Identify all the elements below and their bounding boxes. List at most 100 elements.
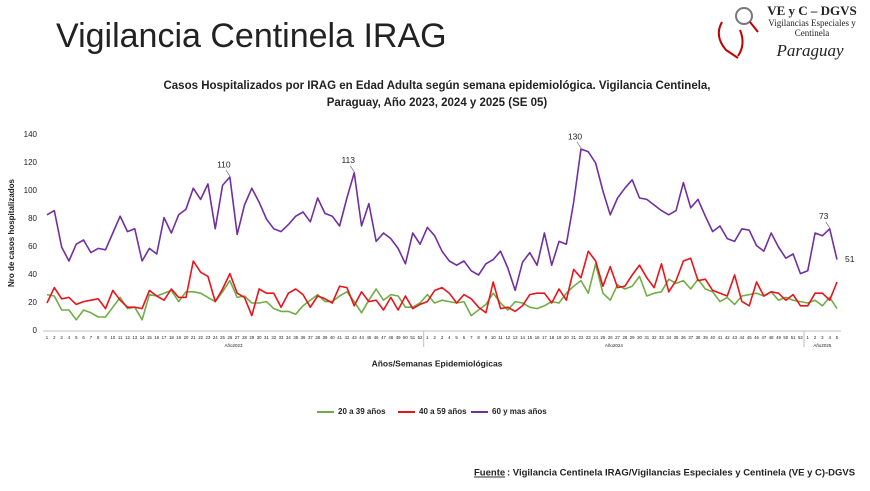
x-tick-label: 35 — [293, 335, 298, 340]
x-tick-label: 13 — [513, 335, 518, 340]
x-tick-label: 5 — [455, 335, 458, 340]
x-tick-label: 28 — [242, 335, 247, 340]
x-tick-label: 22 — [198, 335, 203, 340]
x-tick-label: 17 — [542, 335, 547, 340]
data-label: 110 — [217, 159, 231, 169]
x-tick-label: 34 — [666, 335, 671, 340]
logo-title: VE y C – DGVS — [767, 3, 857, 18]
x-tick-label: 49 — [396, 335, 401, 340]
x-tick-label: 26 — [227, 335, 232, 340]
x-tick-label: 52 — [798, 335, 803, 340]
x-tick-label: 4 — [68, 335, 71, 340]
x-tick-label: 19 — [176, 335, 181, 340]
y-tick-label: 20 — [28, 298, 37, 307]
x-tick-label: 16 — [535, 335, 540, 340]
x-tick-label: 24 — [593, 335, 598, 340]
label-leader — [225, 169, 231, 177]
x-tick-label: 44 — [740, 335, 745, 340]
x-tick-label: 52 — [418, 335, 423, 340]
x-tick-label: 18 — [169, 335, 174, 340]
y-tick-label: 40 — [28, 270, 37, 279]
x-tick-label: 15 — [147, 335, 152, 340]
x-tick-label: 47 — [761, 335, 766, 340]
x-tick-label: 37 — [308, 335, 313, 340]
logo-line: Centinela — [795, 28, 830, 38]
x-tick-label: 21 — [571, 335, 576, 340]
x-tick-label: 18 — [549, 335, 554, 340]
x-tick-label: 48 — [769, 335, 774, 340]
logo-line: Vigilancias Especiales y — [768, 18, 856, 28]
x-tick-label: 31 — [264, 335, 269, 340]
x-tick-label: 27 — [615, 335, 620, 340]
x-tick-label: 44 — [359, 335, 364, 340]
x-tick-label: 29 — [249, 335, 254, 340]
x-tick-label: 15 — [527, 335, 532, 340]
x-tick-label: 28 — [622, 335, 627, 340]
source-label: Fuente — [474, 468, 505, 479]
x-group-label: Año2025 — [813, 343, 832, 348]
x-tick-label: 49 — [776, 335, 781, 340]
data-label: 73 — [819, 211, 829, 221]
x-tick-label: 48 — [388, 335, 393, 340]
x-tick-label: 21 — [191, 335, 196, 340]
x-tick-label: 39 — [323, 335, 328, 340]
x-tick-label: 38 — [315, 335, 320, 340]
y-tick-label: 100 — [24, 186, 38, 195]
data-label: 130 — [568, 131, 582, 141]
x-tick-label: 36 — [301, 335, 306, 340]
legend-label: 60 y mas años — [492, 407, 547, 416]
x-tick-label: 32 — [271, 335, 276, 340]
x-tick-label: 20 — [564, 335, 569, 340]
x-tick-label: 1 — [426, 335, 429, 340]
x-tick-label: 11 — [498, 335, 503, 340]
x-tick-label: 40 — [330, 335, 335, 340]
x-tick-label: 4 — [448, 335, 451, 340]
x-tick-label: 19 — [557, 335, 562, 340]
x-tick-label: 35 — [674, 335, 679, 340]
y-tick-label: 60 — [28, 242, 37, 251]
label-leader — [349, 165, 355, 172]
logo-country: Paraguay — [775, 41, 844, 60]
x-tick-label: 30 — [257, 335, 262, 340]
x-group-label: Año2024 — [605, 343, 624, 348]
x-tick-label: 36 — [681, 335, 686, 340]
x-tick-label: 12 — [125, 335, 130, 340]
x-tick-label: 38 — [696, 335, 701, 340]
slide-title: Vigilancia Centinela IRAG — [56, 17, 447, 55]
x-tick-label: 37 — [688, 335, 693, 340]
x-tick-label: 23 — [586, 335, 591, 340]
series-line — [46, 263, 838, 321]
x-tick-label: 30 — [637, 335, 642, 340]
x-tick-label: 34 — [286, 335, 291, 340]
label-leader — [825, 221, 830, 228]
x-tick-label: 3 — [60, 335, 63, 340]
x-tick-label: 6 — [82, 335, 85, 340]
x-tick-label: 42 — [345, 335, 350, 340]
source: Fuente : Vigilancia Centinela IRAG/Vigil… — [474, 468, 855, 479]
x-tick-label: 41 — [337, 335, 342, 340]
chart-title: Paraguay, Año 2023, 2024 y 2025 (SE 05) — [327, 97, 548, 109]
x-tick-label: 3 — [441, 335, 444, 340]
x-tick-label: 2 — [814, 335, 817, 340]
x-tick-label: 8 — [477, 335, 480, 340]
x-tick-label: 20 — [184, 335, 189, 340]
x-tick-label: 13 — [132, 335, 137, 340]
y-axis-label: Nro de casos hospitalizados — [7, 178, 16, 287]
x-tick-label: 45 — [747, 335, 752, 340]
x-tick-label: 23 — [206, 335, 211, 340]
series-line — [46, 250, 838, 317]
x-tick-label: 43 — [352, 335, 357, 340]
x-tick-label: 51 — [410, 335, 415, 340]
data-label: 51 — [845, 254, 855, 264]
x-tick-label: 22 — [579, 335, 584, 340]
x-tick-label: 42 — [725, 335, 730, 340]
x-tick-label: 41 — [718, 335, 723, 340]
x-tick-label: 24 — [213, 335, 218, 340]
logo: VE y C – DGVS Vigilancias Especiales y C… — [717, 3, 857, 60]
x-tick-label: 25 — [220, 335, 225, 340]
x-tick-label: 7 — [90, 335, 93, 340]
x-tick-label: 9 — [485, 335, 488, 340]
x-tick-label: 8 — [97, 335, 100, 340]
x-tick-label: 26 — [608, 335, 613, 340]
